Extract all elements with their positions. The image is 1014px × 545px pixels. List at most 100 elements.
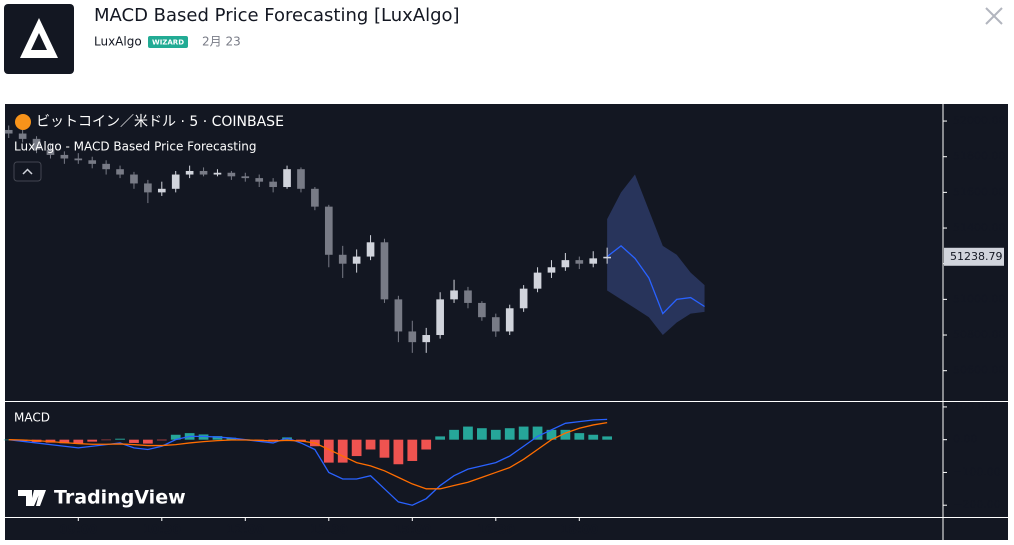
candle-body (227, 172, 236, 177)
histogram-bar (574, 433, 585, 440)
forecast-line (606, 245, 705, 315)
histogram-bar (602, 436, 613, 440)
histogram-bar (421, 439, 432, 450)
histogram-bar (198, 434, 209, 440)
forecast-band (607, 174, 705, 336)
histogram-bar (546, 429, 557, 440)
candle-body (547, 267, 556, 273)
collapse-button[interactable] (13, 161, 42, 182)
candle-body (88, 160, 97, 164)
y-tick-label: −100.00 (953, 465, 1001, 478)
candle-body (32, 138, 41, 150)
y-tick-label: 51000.00 (953, 292, 1006, 305)
y-tick-label: 0.00 (953, 433, 978, 446)
close-button[interactable] (985, 7, 1003, 25)
candle-body (60, 154, 69, 159)
y-tick-label: 50600.00 (953, 364, 1006, 377)
candle-body (255, 178, 264, 182)
macd-title: MACD (14, 411, 50, 425)
script-title: MACD Based Price Forecasting [LuxAlgo] (94, 5, 460, 26)
x-tick-label: 10:30 (143, 523, 181, 537)
candle-body (561, 260, 570, 268)
watermark: TradingView (54, 487, 186, 509)
candle-body (603, 256, 611, 259)
histogram-bar (490, 429, 501, 440)
badge: WIZARD (152, 39, 184, 47)
y-tick-label: 100.00 (953, 400, 992, 413)
histogram-bar (379, 439, 390, 458)
histogram-bar (73, 439, 84, 444)
candle-body (18, 133, 27, 139)
histogram-bar (170, 434, 181, 440)
y-tick-label: −200.00 (953, 498, 1001, 511)
histogram-bar (226, 437, 237, 440)
candle-body (116, 169, 124, 175)
logo-mark (20, 18, 58, 58)
candle-body (408, 331, 417, 343)
histogram-bar (504, 428, 515, 440)
signal-line (8, 421, 608, 490)
date: 2月 23 (202, 35, 241, 49)
watermark-logo (18, 490, 46, 506)
y-tick-label: 51400.00 (953, 221, 1006, 234)
x-tick-label: 13:30 (310, 523, 348, 537)
y-tick-label: 52000.00 (953, 114, 1006, 127)
histogram-bar (463, 426, 473, 440)
last-price: 51238.79 (950, 250, 1003, 263)
candle-body (352, 256, 361, 264)
candle-body (213, 172, 222, 175)
x-tick-label: 16:30 (477, 523, 515, 537)
histogram-bar (212, 436, 223, 440)
candle-body (589, 258, 598, 264)
histogram-bar (407, 439, 418, 461)
candle-body (366, 242, 375, 257)
candle-body (297, 169, 305, 189)
histogram-bar (588, 434, 599, 440)
candle-body (478, 302, 486, 318)
histogram-bar (87, 439, 98, 442)
candle-body (491, 317, 500, 332)
coin-icon (15, 114, 31, 130)
candle-body (74, 158, 83, 161)
candle-body (311, 188, 319, 207)
histogram-bar (518, 426, 529, 440)
y-tick-label: 50800.00 (953, 328, 1006, 341)
histogram-bar (115, 438, 125, 440)
histogram-bar (156, 439, 167, 441)
candle-body (102, 163, 110, 170)
histogram-bar (59, 439, 70, 444)
histogram-bar (323, 439, 334, 463)
candle-body (394, 299, 403, 332)
logo (4, 4, 74, 74)
last-price-bg (944, 247, 1004, 266)
x-tick-label: 12:00 (226, 523, 264, 537)
candle-body (519, 288, 528, 309)
candle-body (464, 290, 472, 303)
y-tick-label: 51600.00 (953, 185, 1006, 198)
x-tick-label: 09:00 (59, 523, 97, 537)
histogram-bar (435, 436, 446, 440)
author[interactable]: LuxAlgo (94, 35, 142, 49)
histogram-bar (101, 439, 112, 441)
candle-body (185, 170, 194, 175)
candle-body (46, 149, 55, 155)
candle-body (338, 254, 347, 264)
histogram-bar (560, 429, 571, 440)
candle-body (241, 176, 250, 179)
candle-body (269, 181, 277, 188)
candle-body (157, 188, 166, 193)
candle-body (533, 272, 542, 289)
indicator-name: LuxAlgo - MACD Based Price Forecasting (14, 140, 257, 154)
candle-body (422, 335, 431, 343)
x-tick-label: 18:00 (560, 523, 598, 537)
symbol: ビットコイン／米ドル · 5 · COINBASE (36, 114, 284, 130)
histogram-bar (337, 439, 348, 463)
y-tick-label: 51800.00 (953, 150, 1006, 163)
badge-bg (148, 36, 188, 48)
histogram-bar (449, 429, 459, 440)
candle-body (380, 242, 389, 300)
histogram-bar (532, 426, 543, 440)
candle-body (4, 129, 13, 134)
histogram-bar (477, 428, 487, 440)
